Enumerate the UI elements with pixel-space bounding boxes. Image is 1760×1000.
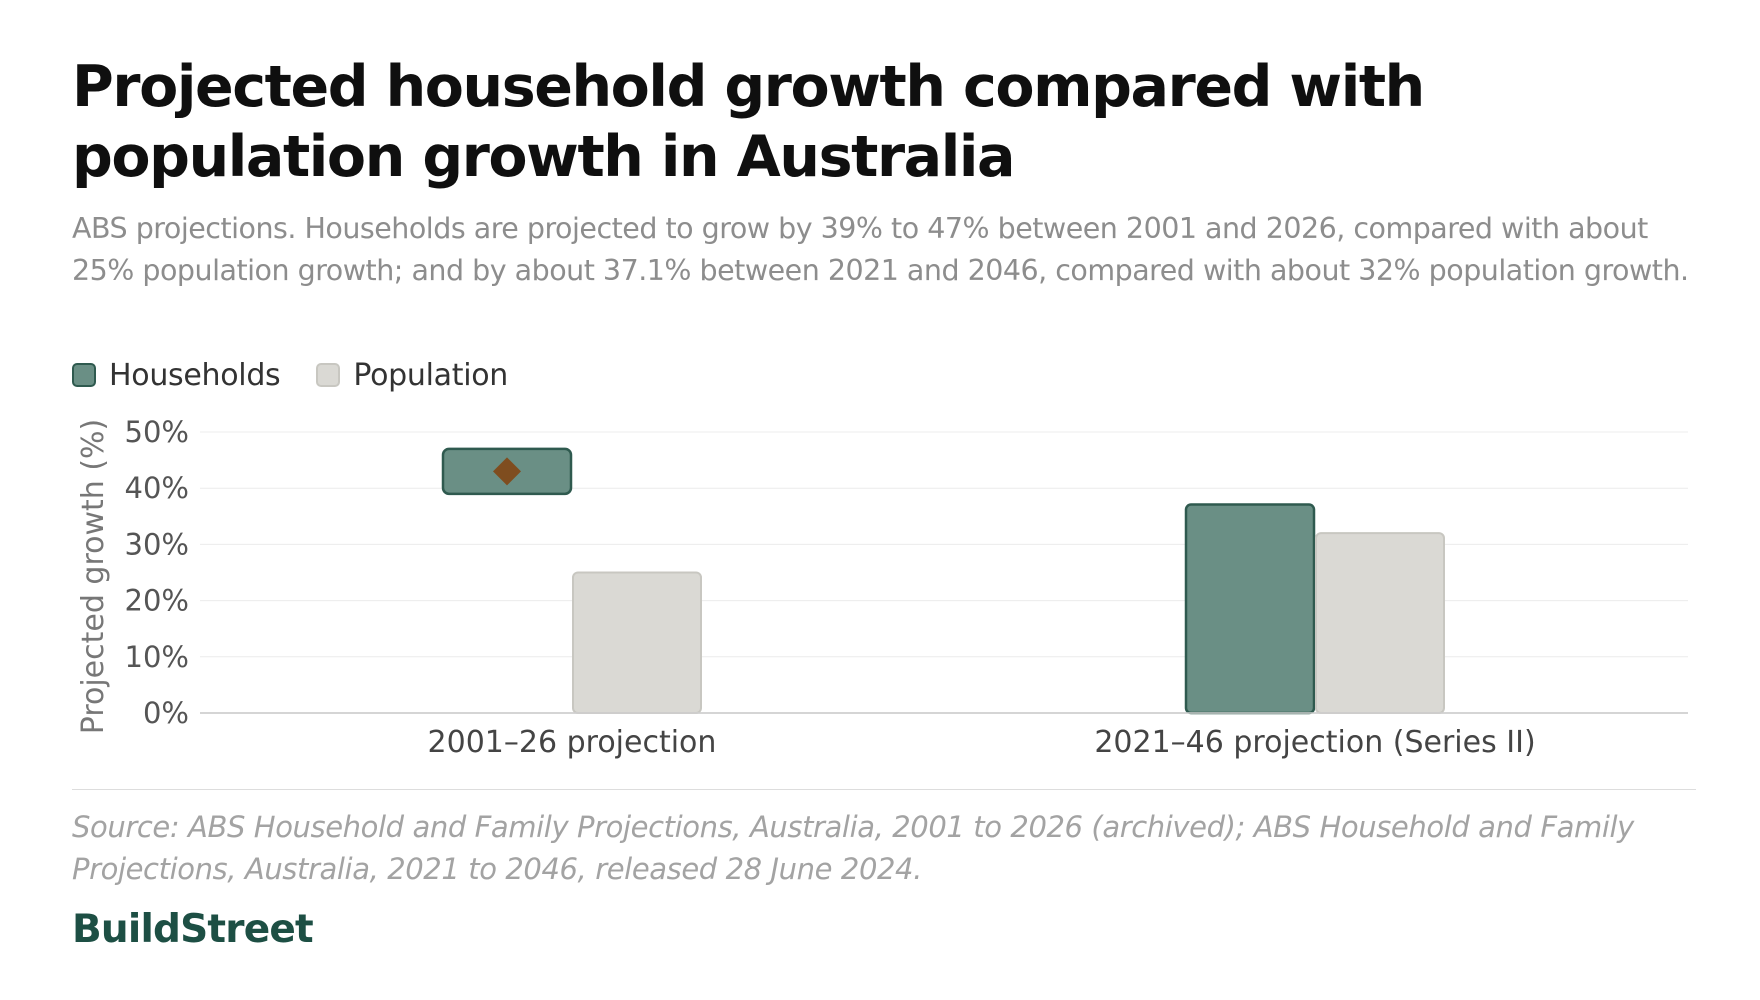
- bar-chart: 0% 10% 20% 30% 40% 50% Projected growth (%) 200…: [76, 415, 1688, 760]
- y-tick-label: 10%: [125, 640, 189, 674]
- legend-swatch-population: [316, 363, 341, 387]
- midpoint-marker: [493, 457, 521, 486]
- legend-item-households: Households: [72, 357, 281, 393]
- footer-divider: [72, 789, 1696, 790]
- legend-item-population: Population: [316, 358, 508, 393]
- y-tick-label: 50%: [125, 415, 189, 449]
- brand-logo: BuildStreet: [72, 907, 314, 952]
- y-tick-label: 20%: [125, 584, 189, 618]
- y-tick-label: 0%: [143, 696, 189, 730]
- y-axis-label: Projected growth (%): [76, 419, 111, 735]
- bar-population: [572, 571, 702, 714]
- bar-population: [1315, 532, 1445, 714]
- chart-title: Projected household growth compared with…: [72, 54, 1425, 190]
- legend-swatch-households: [72, 363, 96, 387]
- bar-households: [1184, 503, 1316, 715]
- legend-label-population: Population: [353, 357, 509, 393]
- x-tick-label: 2021–46 projection (Series II): [1094, 725, 1535, 760]
- source-note: Source: ABS Household and Family Project…: [72, 810, 1634, 886]
- legend-label-households: Households: [109, 357, 281, 393]
- y-tick-label: 40%: [125, 471, 189, 505]
- x-tick-label: 2001–26 projection: [428, 725, 717, 760]
- y-tick-label: 30%: [125, 527, 189, 561]
- legend: Households Population: [72, 355, 544, 395]
- chart-subtitle: ABS projections. Households are projecte…: [72, 212, 1689, 287]
